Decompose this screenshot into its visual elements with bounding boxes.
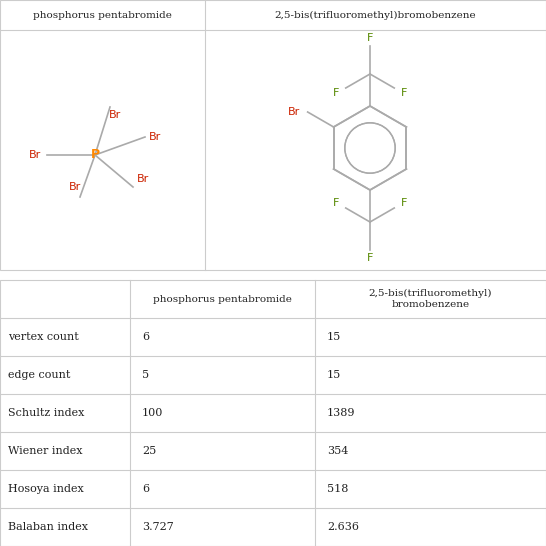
Text: 2.636: 2.636 [327, 522, 359, 532]
Text: Br: Br [69, 182, 81, 192]
Text: 1389: 1389 [327, 408, 355, 418]
Bar [0, 0, 546, 270]
Text: 518: 518 [327, 484, 348, 494]
Text: Balaban index: Balaban index [8, 522, 88, 532]
Text: vertex count: vertex count [8, 332, 79, 342]
Text: Schultz index: Schultz index [8, 408, 85, 418]
Text: F: F [367, 253, 373, 263]
Text: 25: 25 [142, 446, 156, 456]
Bar [0, 280, 546, 546]
Text: Br: Br [109, 110, 121, 120]
Text: phosphorus pentabromide: phosphorus pentabromide [153, 294, 292, 304]
Text: 6: 6 [142, 332, 149, 342]
Text: Hosoya index: Hosoya index [8, 484, 84, 494]
Text: 15: 15 [327, 332, 341, 342]
Text: 2,5-bis(trifluoromethyl)
bromobenzene: 2,5-bis(trifluoromethyl) bromobenzene [369, 289, 492, 308]
Text: 15: 15 [327, 370, 341, 380]
Text: Wiener index: Wiener index [8, 446, 82, 456]
Text: 354: 354 [327, 446, 348, 456]
Text: F: F [333, 198, 339, 208]
Text: phosphorus pentabromide: phosphorus pentabromide [33, 10, 172, 20]
Text: 6: 6 [142, 484, 149, 494]
Text: 2,5-bis(trifluoromethyl)bromobenzene: 2,5-bis(trifluoromethyl)bromobenzene [275, 10, 476, 20]
Text: Br: Br [29, 150, 41, 160]
Text: Br: Br [137, 174, 149, 184]
Text: 3.727: 3.727 [142, 522, 174, 532]
Text: F: F [333, 88, 339, 98]
Text: F: F [401, 88, 407, 98]
Text: edge count: edge count [8, 370, 70, 380]
Text: F: F [367, 33, 373, 43]
Text: 5: 5 [142, 370, 149, 380]
Text: P: P [91, 149, 99, 162]
Text: F: F [401, 198, 407, 208]
Text: Br: Br [149, 132, 161, 142]
Text: 100: 100 [142, 408, 163, 418]
Text: Br: Br [287, 107, 300, 117]
